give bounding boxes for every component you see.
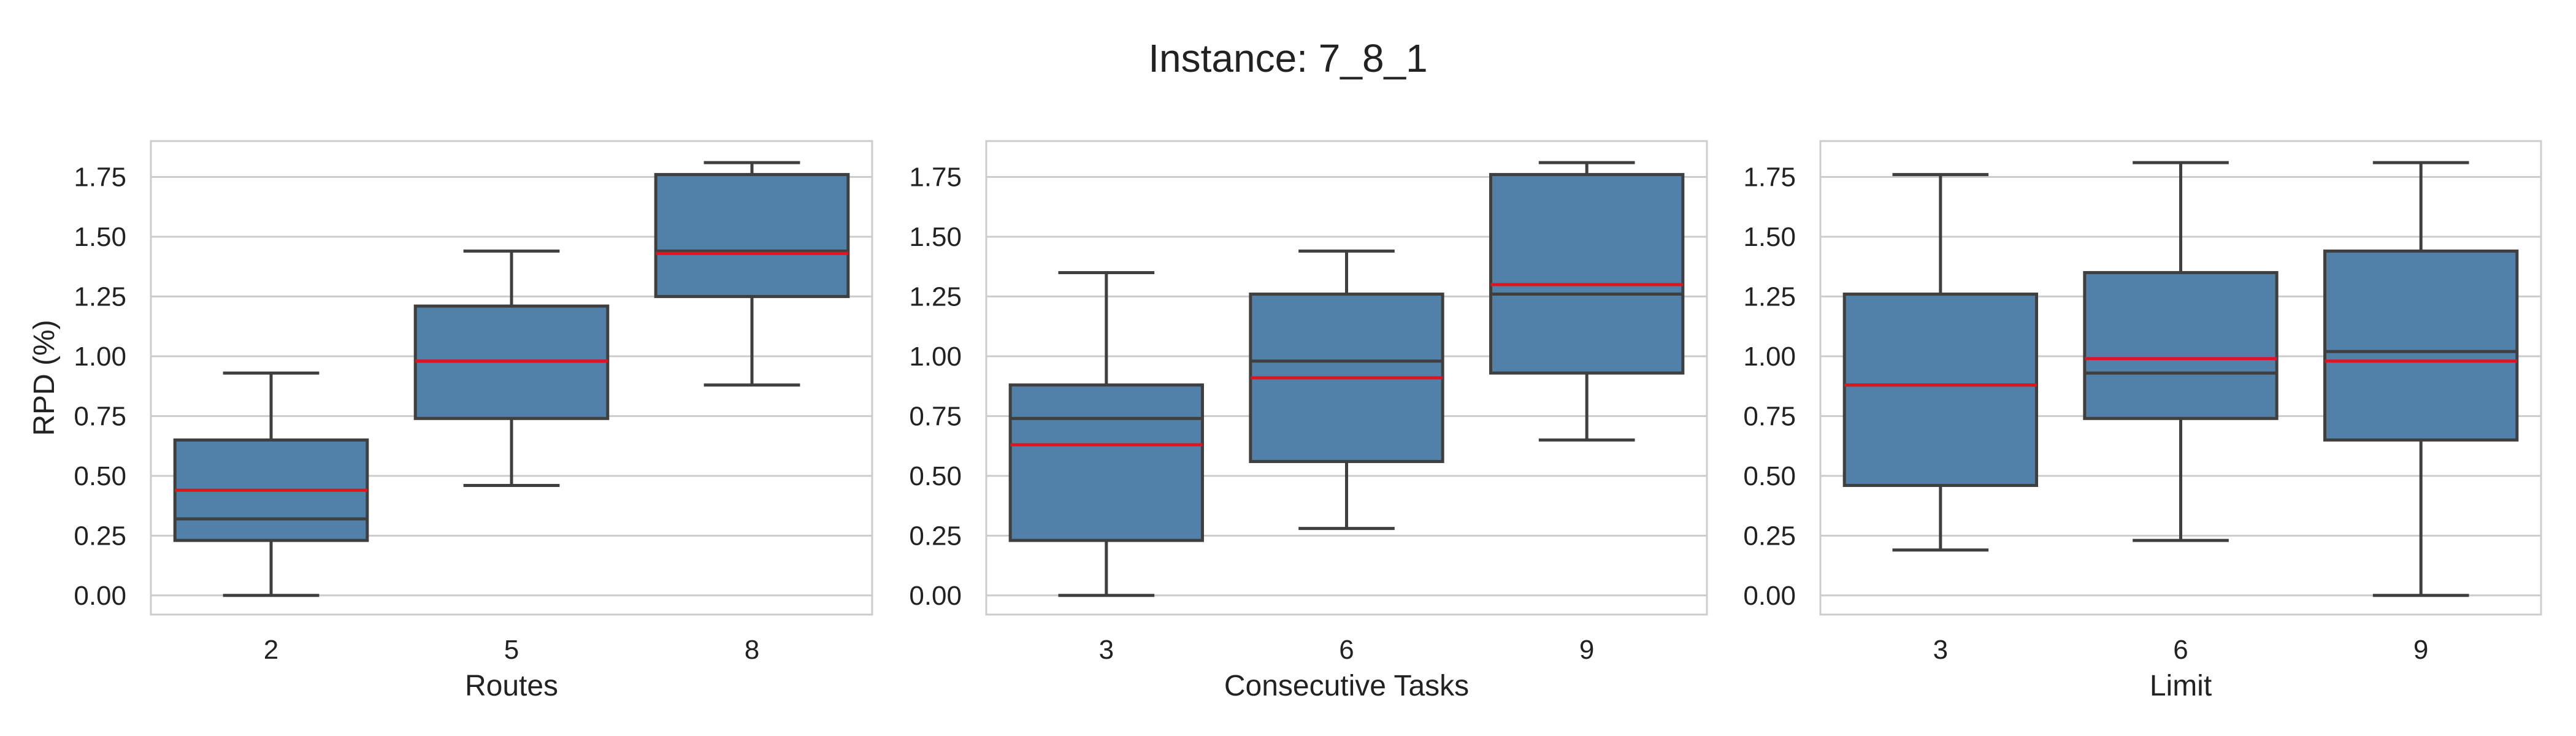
y-tick-label: 0.00 xyxy=(909,581,962,611)
x-tick-label: 8 xyxy=(745,635,759,665)
y-tick-label: 0.50 xyxy=(1743,461,1796,491)
box-body xyxy=(1489,173,1685,375)
y-tick-label: 1.00 xyxy=(1743,342,1796,372)
x-axis-label: Routes xyxy=(465,670,558,702)
figure-title: Instance: 7_8_1 xyxy=(1148,36,1428,80)
y-tick-label: 1.50 xyxy=(909,222,962,252)
box-body xyxy=(654,173,850,298)
y-tick-label: 1.75 xyxy=(1743,162,1796,192)
axes-frame xyxy=(985,140,1708,616)
x-tick-label: 9 xyxy=(2413,635,2428,665)
axes-frame xyxy=(150,140,873,616)
box-6 xyxy=(1249,249,1444,531)
y-tick-label: 1.25 xyxy=(909,282,962,312)
x-tick-label: 9 xyxy=(1579,635,1594,665)
y-tick-label: 1.50 xyxy=(74,222,126,252)
x-tick-label: 5 xyxy=(504,635,519,665)
box-3 xyxy=(1842,173,2039,552)
chart-panel-1: 0.00 0.25 0.50 0.75 1.00 1.25 1.50 1.75 2 5 8 Route… xyxy=(28,140,873,702)
y-tick-label: 1.50 xyxy=(1743,222,1796,252)
y-tick-label: 0.25 xyxy=(1743,521,1796,551)
x-tick-label: 3 xyxy=(1099,635,1114,665)
box-9 xyxy=(2323,161,2519,597)
x-tick-label: 2 xyxy=(264,635,278,665)
box-2 xyxy=(173,371,369,597)
y-tick-label: 1.00 xyxy=(74,342,126,372)
y-tick-label: 0.00 xyxy=(74,581,126,611)
x-tick-label: 6 xyxy=(2173,635,2188,665)
box-body xyxy=(2083,270,2279,420)
y-tick-label: 0.75 xyxy=(909,401,962,431)
y-tick-label: 0.75 xyxy=(1743,401,1796,431)
x-tick-label: 3 xyxy=(1933,635,1948,665)
y-tick-label: 0.25 xyxy=(74,521,126,551)
y-tick-label: 1.25 xyxy=(1743,282,1796,312)
box-body xyxy=(1008,383,1204,542)
box-body xyxy=(1842,293,2039,487)
box-3 xyxy=(1008,270,1204,597)
x-axis-label: Limit xyxy=(2150,670,2212,702)
box-8 xyxy=(654,161,850,387)
y-axis-label: RPD (%) xyxy=(28,320,61,435)
y-tick-label: 0.75 xyxy=(74,401,126,431)
y-tick-label: 0.50 xyxy=(909,461,962,491)
box-6 xyxy=(2083,161,2279,542)
chart-panel-3: 0.00 0.25 0.50 0.75 1.00 1.25 1.50 1.75 3 6 9 Limit xyxy=(1743,140,2542,702)
x-tick-label: 6 xyxy=(1339,635,1354,665)
box-9 xyxy=(1489,161,1685,442)
y-tick-label: 0.25 xyxy=(909,521,962,551)
y-tick-label: 1.75 xyxy=(74,162,126,192)
y-tick-label: 1.00 xyxy=(909,342,962,372)
y-tick-label: 0.50 xyxy=(74,461,126,491)
chart-panel-2: 0.00 0.25 0.50 0.75 1.00 1.25 1.50 1.75 3 6 9 Conse… xyxy=(909,140,1708,702)
x-axis-label: Consecutive Tasks xyxy=(1224,670,1469,702)
y-tick-label: 1.25 xyxy=(74,282,126,312)
y-tick-label: 1.75 xyxy=(909,162,962,192)
box-body xyxy=(2323,249,2519,442)
y-tick-label: 0.00 xyxy=(1743,581,1796,611)
box-5 xyxy=(413,249,610,487)
axes-frame xyxy=(1819,140,2542,616)
